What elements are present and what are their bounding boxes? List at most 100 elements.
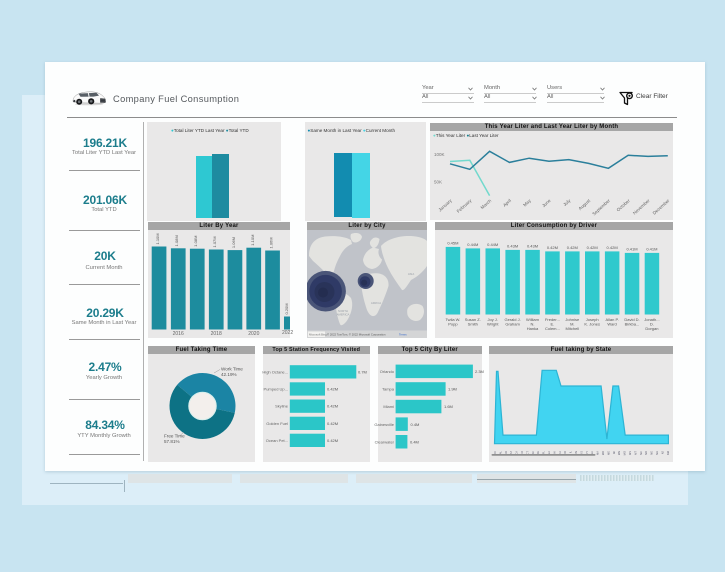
svg-text:IN: IN: [574, 450, 578, 453]
svg-text:MN: MN: [617, 450, 621, 454]
svg-text:AK: AK: [493, 450, 497, 454]
svg-text:2020: 2020: [248, 331, 259, 337]
svg-text:William: William: [526, 317, 540, 322]
svg-text:ID: ID: [563, 450, 567, 453]
svg-text:0.41M: 0.41M: [626, 246, 637, 251]
svg-text:Smith: Smith: [468, 321, 478, 326]
svg-text:CA: CA: [515, 450, 519, 454]
svg-text:Joseph: Joseph: [586, 317, 599, 322]
svg-text:2018: 2018: [211, 331, 222, 337]
svg-text:NM: NM: [666, 450, 670, 455]
svg-text:January: January: [437, 198, 453, 213]
svg-text:MO: MO: [623, 451, 627, 455]
svg-text:NJ: NJ: [660, 450, 664, 454]
svg-text:Miami: Miami: [383, 404, 394, 409]
svg-text:KS: KS: [579, 450, 583, 454]
svg-text:AR: AR: [504, 450, 508, 454]
svg-text:0.42M: 0.42M: [327, 438, 338, 443]
svg-text:Microsoft Bing: Microsoft Bing: [309, 332, 327, 336]
svg-text:ND: ND: [644, 450, 648, 454]
svg-text:NORTH: NORTH: [338, 309, 348, 313]
svg-text:Mitchell: Mitchell: [566, 326, 580, 331]
svg-text:GA: GA: [547, 450, 551, 454]
svg-text:HI: HI: [552, 450, 556, 453]
svg-text:0.42M: 0.42M: [547, 245, 558, 250]
svg-text:Clearwater: Clearwater: [375, 439, 395, 444]
svg-text:1.07M: 1.07M: [212, 236, 217, 247]
svg-text:October: October: [616, 198, 632, 213]
svg-text:ME: ME: [606, 450, 610, 454]
svg-text:0.42M: 0.42M: [327, 420, 338, 425]
svg-text:2.3M: 2.3M: [475, 369, 484, 374]
svg-text:August: August: [578, 198, 592, 212]
svg-text:0.4M: 0.4M: [410, 439, 419, 444]
svg-text:Orlando: Orlando: [380, 369, 395, 374]
svg-text:Allan P.: Allan P.: [605, 317, 618, 322]
svg-text:Ocean Pet...: Ocean Pet...: [266, 438, 288, 443]
svg-text:2016: 2016: [173, 331, 184, 337]
svg-text:1.08M: 1.08M: [174, 235, 179, 246]
svg-text:AFRICA: AFRICA: [371, 301, 381, 305]
svg-text:Graham: Graham: [505, 321, 520, 326]
svg-text:Johnise: Johnise: [565, 317, 580, 322]
svg-text:0.20M: 0.20M: [284, 303, 289, 314]
svg-text:CT: CT: [525, 450, 529, 454]
svg-text:1.6M: 1.6M: [444, 404, 453, 409]
svg-text:Jonath...: Jonath...: [644, 317, 659, 322]
svg-text:Gainesville: Gainesville: [374, 421, 394, 426]
svg-text:IA: IA: [558, 450, 562, 453]
svg-text:Twila W.: Twila W.: [445, 317, 460, 322]
svg-text:K. Jones: K. Jones: [584, 321, 600, 326]
svg-text:AZ: AZ: [509, 450, 513, 454]
svg-text:MS: MS: [628, 450, 632, 454]
svg-text:D.: D.: [650, 321, 654, 326]
svg-text:FL: FL: [542, 450, 546, 454]
svg-text:0.7M: 0.7M: [358, 369, 367, 374]
svg-text:0.4M: 0.4M: [411, 421, 420, 426]
svg-text:AMERICA: AMERICA: [337, 312, 350, 316]
svg-text:0.42M: 0.42M: [587, 245, 598, 250]
svg-text:Ward: Ward: [607, 321, 616, 326]
svg-text:CO: CO: [520, 451, 524, 455]
svg-text:KY: KY: [585, 450, 589, 454]
svg-text:Dorgan: Dorgan: [645, 326, 658, 331]
svg-text:50K: 50K: [434, 179, 442, 184]
svg-text:Wright: Wright: [487, 321, 499, 326]
svg-text:September: September: [591, 198, 611, 217]
svg-text:0.42M: 0.42M: [567, 245, 578, 250]
svg-text:December: December: [652, 198, 671, 216]
svg-text:1.9M: 1.9M: [448, 386, 457, 391]
svg-text:Pumped Up...: Pumped Up...: [264, 386, 288, 391]
svg-text:DE: DE: [536, 450, 540, 454]
svg-text:Joy J.: Joy J.: [487, 317, 497, 322]
svg-text:Free Time: Free Time: [164, 433, 185, 438]
svg-text:ASIA: ASIA: [408, 272, 415, 276]
svg-text:0.42M: 0.42M: [607, 245, 618, 250]
svg-text:MA: MA: [596, 450, 600, 454]
svg-text:1.06M: 1.06M: [231, 236, 236, 247]
svg-text:MT: MT: [633, 450, 637, 454]
svg-text:MI: MI: [612, 450, 616, 453]
svg-text:Golden Fuel: Golden Fuel: [266, 420, 288, 425]
svg-text:1.08M: 1.08M: [193, 235, 198, 246]
svg-text:0.41M: 0.41M: [646, 246, 657, 251]
svg-text:M.: M.: [570, 321, 574, 326]
svg-text:Colem...: Colem...: [545, 326, 560, 331]
svg-text:July: July: [562, 198, 572, 208]
svg-text:© 2022 TomTom, © 2022 Microsof: © 2022 TomTom, © 2022 Microsoft Corporat…: [327, 332, 386, 336]
svg-text:Skyline: Skyline: [275, 403, 289, 408]
svg-text:100K: 100K: [434, 152, 445, 157]
svg-text:0.42M: 0.42M: [327, 403, 338, 408]
svg-text:0.44M: 0.44M: [467, 242, 478, 247]
svg-text:1.06M: 1.06M: [269, 237, 274, 248]
svg-text:April: April: [502, 198, 512, 208]
svg-text:DC: DC: [531, 450, 535, 454]
svg-text:November: November: [632, 198, 651, 216]
svg-text:IL: IL: [569, 450, 573, 453]
svg-text:0.44M: 0.44M: [487, 242, 498, 247]
svg-text:Tampa: Tampa: [382, 386, 395, 391]
svg-text:N.: N.: [531, 321, 535, 326]
svg-text:AL: AL: [498, 450, 502, 454]
svg-text:NH: NH: [655, 450, 659, 454]
svg-text:Freder...: Freder...: [545, 317, 560, 322]
